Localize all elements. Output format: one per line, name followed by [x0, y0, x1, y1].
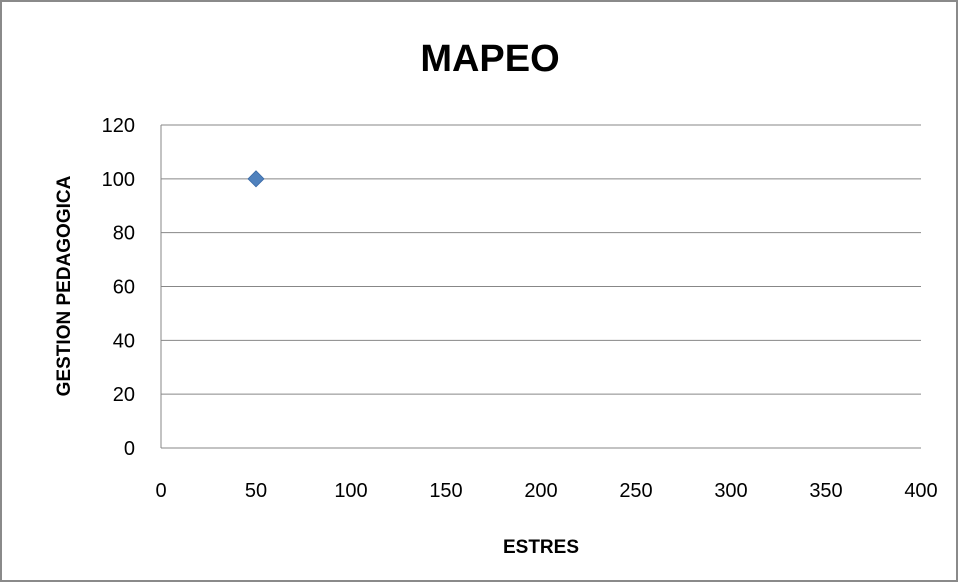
x-tick-label: 100	[334, 480, 367, 502]
x-tick-label: 50	[245, 480, 267, 502]
x-tick-label: 150	[429, 480, 462, 502]
y-tick-label: 80	[113, 223, 135, 245]
x-tick-label: 0	[155, 480, 166, 502]
y-tick-label: 60	[113, 277, 135, 299]
gridlines	[161, 124, 921, 395]
x-axis-title: ESTRES	[503, 537, 579, 558]
y-tick-label: 120	[102, 115, 135, 137]
axes	[160, 125, 921, 449]
y-tick-labels: 0 20 40 60 80 100 120	[102, 115, 135, 460]
x-tick-label: 250	[619, 480, 652, 502]
chart-title: MAPEO	[420, 38, 560, 80]
y-axis-title: GESTION PEDAGOGICA	[54, 175, 75, 396]
y-tick-label: 100	[102, 169, 135, 191]
x-tick-label: 400	[904, 480, 937, 502]
data-point	[247, 170, 265, 188]
y-tick-label: 0	[124, 438, 135, 460]
y-tick-label: 40	[113, 330, 135, 352]
data-points	[247, 170, 265, 188]
x-tick-labels: 0 50 100 150 200 250 300 350 400	[155, 480, 937, 502]
x-tick-label: 200	[524, 480, 557, 502]
x-tick-label: 350	[809, 480, 842, 502]
y-tick-label: 20	[113, 384, 135, 406]
x-tick-label: 300	[714, 480, 747, 502]
